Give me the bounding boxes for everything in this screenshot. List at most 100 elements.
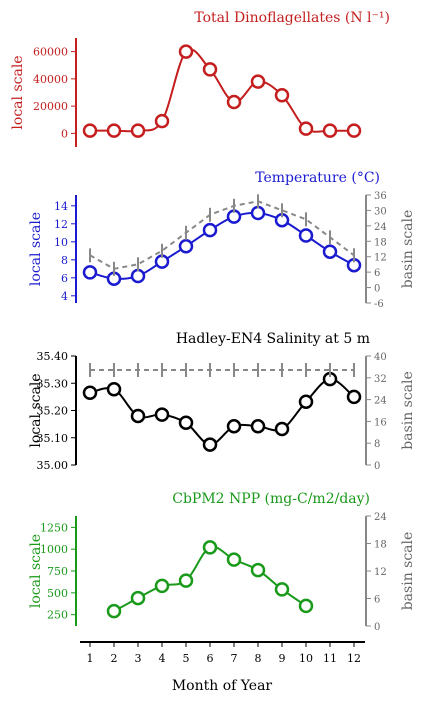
left-tick-label: 20000 xyxy=(33,100,68,113)
left-axis-label: local scale xyxy=(10,55,26,129)
right-tick-label: 6 xyxy=(374,595,380,606)
data-point xyxy=(106,123,122,138)
data-point xyxy=(322,123,338,138)
data-point xyxy=(154,578,170,594)
right-tick-label: 36 xyxy=(374,191,387,202)
right-tick-label: 40 xyxy=(374,352,387,363)
data-point xyxy=(202,540,218,555)
left-tick-label: 6 xyxy=(61,272,68,285)
data-point xyxy=(322,244,338,259)
left-axis-label: local scale xyxy=(28,212,44,286)
left-axis-label: local scale xyxy=(28,373,44,447)
data-point xyxy=(274,87,290,103)
right-tick-label: 12 xyxy=(374,253,387,264)
data-point xyxy=(226,552,242,567)
data-point xyxy=(202,437,218,452)
right-tick-label: 24 xyxy=(374,512,387,523)
x-tick-label: 6 xyxy=(207,652,214,665)
series-line xyxy=(89,200,355,270)
data-point xyxy=(178,573,194,588)
data-point xyxy=(298,394,314,410)
left-tick-label: 750 xyxy=(47,565,68,578)
left-tick-label: 8 xyxy=(61,254,68,267)
data-point xyxy=(130,123,146,138)
data-point xyxy=(178,44,194,59)
x-tick-label: 10 xyxy=(299,652,313,665)
data-point xyxy=(250,419,266,434)
data-point xyxy=(274,421,290,437)
data-point xyxy=(346,123,362,138)
data-point xyxy=(130,590,146,606)
x-tick-label: 1 xyxy=(87,652,94,665)
panel-title: Temperature (°C) xyxy=(255,170,380,186)
left-tick-label: 35.30 xyxy=(37,377,69,390)
left-tick-label: 35.40 xyxy=(37,350,69,363)
data-point xyxy=(82,123,98,138)
data-point xyxy=(202,62,218,77)
right-tick-label: 0 xyxy=(374,461,380,472)
x-tick-label: 7 xyxy=(231,652,238,665)
series-line xyxy=(89,211,355,280)
data-point xyxy=(346,389,362,405)
x-tick-label: 5 xyxy=(183,652,190,665)
data-point xyxy=(250,74,266,89)
x-tick-label: 9 xyxy=(279,652,286,665)
right-tick-label: 24 xyxy=(374,396,387,407)
right-tick-label: -6 xyxy=(374,299,384,310)
data-point xyxy=(250,205,266,221)
right-tick-label: 12 xyxy=(374,567,387,578)
data-point xyxy=(226,419,242,434)
left-tick-label: 35.20 xyxy=(37,405,69,418)
x-tick-label: 3 xyxy=(135,652,142,665)
right-tick-label: 24 xyxy=(374,222,387,233)
data-point xyxy=(106,603,122,619)
right-tick-label: 30 xyxy=(374,206,387,217)
data-point xyxy=(154,407,170,422)
series-line xyxy=(90,48,355,133)
data-point xyxy=(178,415,194,431)
x-tick-label: 12 xyxy=(347,652,361,665)
data-point xyxy=(82,265,98,280)
right-axis-label: basin scale xyxy=(400,532,416,611)
data-point xyxy=(130,268,146,284)
data-point xyxy=(82,385,98,401)
left-tick-label: 0 xyxy=(61,127,68,140)
right-axis-label: basin scale xyxy=(400,371,416,450)
left-tick-label: 14 xyxy=(54,200,68,213)
right-tick-label: 6 xyxy=(374,268,380,279)
left-tick-label: 35.10 xyxy=(37,432,69,445)
right-tick-label: 32 xyxy=(374,374,387,385)
left-tick-label: 500 xyxy=(47,587,68,600)
data-point xyxy=(274,582,290,597)
series-line xyxy=(89,378,355,446)
x-tick-label: 2 xyxy=(111,652,118,665)
panel-title: Total Dinoflagellates (N l⁻¹) xyxy=(194,10,390,26)
right-axis-label: basin scale xyxy=(400,210,416,289)
left-tick-label: 35.00 xyxy=(37,459,69,472)
left-axis-label: local scale xyxy=(28,534,44,608)
left-tick-label: 1000 xyxy=(40,543,68,556)
data-point xyxy=(202,222,218,238)
right-tick-label: 0 xyxy=(374,622,380,633)
left-tick-label: 10 xyxy=(54,236,68,249)
x-tick-label: 8 xyxy=(255,652,262,665)
data-point xyxy=(298,228,314,243)
data-point xyxy=(298,121,314,136)
data-point xyxy=(250,562,266,578)
left-tick-label: 12 xyxy=(54,218,68,231)
left-tick-label: 40000 xyxy=(33,73,68,86)
left-tick-label: 4 xyxy=(61,290,68,303)
right-tick-label: 16 xyxy=(374,417,387,428)
right-tick-label: 18 xyxy=(374,540,387,551)
data-point xyxy=(106,381,122,397)
left-tick-label: 60000 xyxy=(33,46,68,59)
data-point xyxy=(178,239,194,254)
data-point xyxy=(298,598,314,614)
panel-title: Hadley-EN4 Salinity at 5 m xyxy=(176,331,370,347)
right-tick-label: 0 xyxy=(374,284,380,295)
data-point xyxy=(154,113,170,129)
data-point xyxy=(226,94,242,110)
right-tick-label: 18 xyxy=(374,237,387,248)
x-tick-label: 4 xyxy=(159,652,166,665)
